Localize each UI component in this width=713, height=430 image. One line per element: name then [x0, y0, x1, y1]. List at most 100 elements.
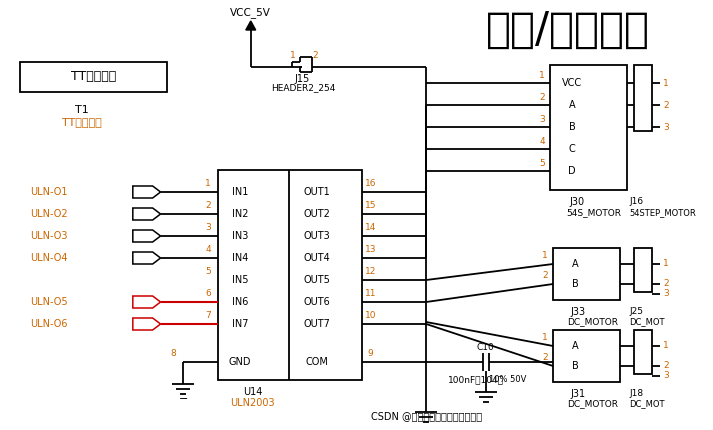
Text: −: −: [179, 394, 188, 404]
Text: 1: 1: [539, 71, 545, 80]
Text: J16: J16: [630, 197, 644, 206]
Text: J15: J15: [294, 74, 310, 84]
Bar: [550, 65, 627, 190]
Text: 2: 2: [312, 52, 318, 61]
Text: 54STEP_MOTOR: 54STEP_MOTOR: [630, 209, 696, 218]
Text: 1: 1: [663, 341, 669, 350]
Text: IN6: IN6: [232, 297, 248, 307]
Text: 2: 2: [543, 271, 548, 280]
Text: T1: T1: [76, 105, 89, 115]
Text: IN2: IN2: [232, 209, 248, 219]
Text: IN5: IN5: [232, 275, 248, 285]
Text: OUT7: OUT7: [304, 319, 331, 329]
Text: 2: 2: [205, 202, 211, 211]
Bar: [635, 65, 652, 131]
Text: C10: C10: [477, 344, 495, 353]
Polygon shape: [246, 21, 256, 30]
Bar: [635, 330, 652, 374]
Text: A: A: [572, 259, 578, 269]
Text: A: A: [572, 341, 578, 351]
Text: 3: 3: [663, 372, 669, 381]
Text: 1: 1: [663, 79, 669, 87]
Text: DC_MOT: DC_MOT: [630, 317, 665, 326]
Text: IN3: IN3: [232, 231, 248, 241]
Text: A: A: [568, 100, 575, 110]
Bar: [20, 62, 167, 92]
Text: 1: 1: [543, 252, 548, 261]
Text: 2: 2: [543, 353, 548, 362]
Text: 12: 12: [365, 267, 376, 276]
Text: OUT5: OUT5: [304, 275, 331, 285]
Text: 14: 14: [365, 224, 376, 233]
Text: D: D: [568, 166, 575, 176]
Text: DC_MOTOR: DC_MOTOR: [567, 317, 618, 326]
Text: TT测速码盘: TT测速码盘: [71, 71, 116, 83]
Text: COM: COM: [306, 357, 329, 367]
Text: 1: 1: [663, 259, 669, 268]
Text: DC_MOTOR: DC_MOTOR: [567, 399, 618, 408]
Text: IN1: IN1: [232, 187, 248, 197]
Text: 54S_MOTOR: 54S_MOTOR: [566, 209, 621, 218]
Text: ULN2003: ULN2003: [230, 398, 275, 408]
Text: ULN-O4: ULN-O4: [30, 253, 67, 263]
Text: 5: 5: [539, 159, 545, 168]
Text: 11: 11: [365, 289, 376, 298]
Text: 4: 4: [205, 246, 211, 255]
Bar: [218, 170, 361, 380]
Text: 1: 1: [205, 179, 211, 188]
Text: OUT1: OUT1: [304, 187, 331, 197]
Text: 10% 50V: 10% 50V: [489, 375, 526, 384]
Text: 3: 3: [539, 114, 545, 123]
Text: DC_MOT: DC_MOT: [630, 399, 665, 408]
Text: ULN-O5: ULN-O5: [30, 297, 67, 307]
Text: 13: 13: [365, 246, 376, 255]
Text: J31: J31: [571, 389, 586, 399]
Text: 2: 2: [663, 362, 669, 371]
Text: 15: 15: [365, 202, 376, 211]
Text: J25: J25: [630, 307, 643, 316]
Bar: [553, 330, 620, 382]
Text: 6: 6: [205, 289, 211, 298]
Text: TT测速码盘: TT测速码盘: [63, 117, 102, 127]
Text: 3: 3: [663, 123, 669, 132]
Text: 2: 2: [539, 92, 545, 101]
Text: 步进/直流电机: 步进/直流电机: [486, 9, 650, 51]
Text: 3: 3: [663, 289, 669, 298]
Text: ULN-O2: ULN-O2: [30, 209, 67, 219]
Bar: [553, 248, 620, 300]
Text: 4: 4: [539, 136, 545, 145]
Text: J33: J33: [571, 307, 586, 317]
Text: OUT3: OUT3: [304, 231, 331, 241]
Text: 10: 10: [365, 311, 376, 320]
Text: 2: 2: [663, 101, 669, 110]
Text: 9: 9: [368, 350, 374, 359]
Text: ULN-O6: ULN-O6: [30, 319, 67, 329]
Bar: [635, 248, 652, 292]
Text: B: B: [572, 279, 578, 289]
Text: OUT4: OUT4: [304, 253, 331, 263]
Text: 1: 1: [289, 52, 295, 61]
Text: GND: GND: [229, 357, 251, 367]
Text: B: B: [568, 122, 575, 132]
Text: 100nF（104）: 100nF（104）: [448, 375, 504, 384]
Text: C: C: [568, 144, 575, 154]
Text: 1: 1: [543, 334, 548, 343]
Text: 16: 16: [365, 179, 376, 188]
Text: IN7: IN7: [232, 319, 248, 329]
Text: ULN-O3: ULN-O3: [30, 231, 67, 241]
Text: OUT2: OUT2: [304, 209, 331, 219]
Text: 8: 8: [170, 348, 176, 357]
Text: 7: 7: [205, 311, 211, 320]
Text: VCC_5V: VCC_5V: [230, 8, 271, 18]
Text: 2: 2: [663, 280, 669, 289]
Text: J30: J30: [570, 197, 585, 207]
Text: OUT6: OUT6: [304, 297, 331, 307]
Text: 3: 3: [205, 224, 211, 233]
Text: HEADER2_254: HEADER2_254: [271, 83, 336, 92]
Text: U14: U14: [243, 387, 262, 397]
Text: ULN-O1: ULN-O1: [30, 187, 67, 197]
Text: 5: 5: [205, 267, 211, 276]
Text: CSDN @江苏学蠢信息科技有限公司: CSDN @江苏学蠢信息科技有限公司: [371, 411, 482, 421]
Text: IN4: IN4: [232, 253, 248, 263]
Text: VCC: VCC: [562, 78, 582, 88]
